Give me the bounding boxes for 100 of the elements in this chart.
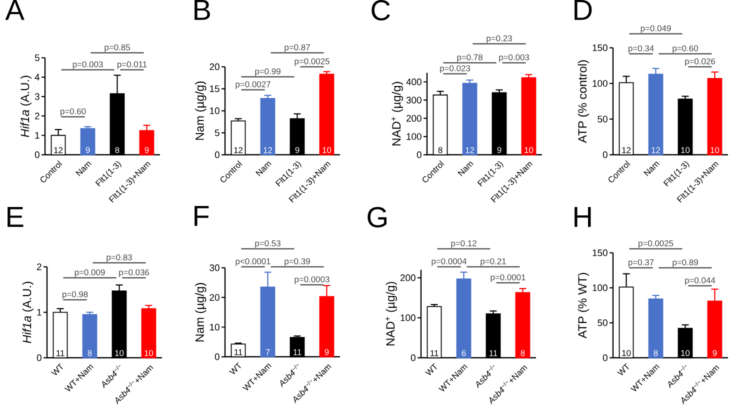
- y-tick-label: 4: [34, 74, 40, 81]
- y-tick-label: 200: [406, 115, 422, 122]
- chart-title: D: [574, 0, 592, 20]
- y-tick-label: 0: [602, 354, 608, 362]
- y-tick-label: 200: [400, 274, 416, 282]
- y-tick-label: 150: [592, 250, 608, 256]
- annotation: p=0.99: [255, 68, 280, 76]
- annotation: p=0.0027: [236, 81, 270, 90]
- bar: [319, 74, 334, 156]
- bar: [260, 98, 276, 156]
- y-tick-label: 100: [406, 133, 422, 140]
- bar: [141, 308, 156, 358]
- annotation: 9: [712, 350, 717, 356]
- text: p=0.83: [106, 254, 132, 262]
- chart-title: E: [8, 207, 24, 227]
- annotation: 8: [115, 147, 120, 154]
- annotation: p=0.044: [685, 277, 716, 286]
- text: p=0.85: [104, 44, 130, 52]
- annotation: 12: [234, 147, 243, 154]
- text: p=0.003: [499, 54, 530, 62]
- y-axis-title: ATP (% WT): [578, 273, 589, 338]
- y-tick-label: 100: [400, 314, 416, 322]
- y-tick-label: 0: [36, 354, 42, 362]
- y-tick-label: 20: [210, 294, 220, 301]
- text: p=0.53: [255, 240, 280, 248]
- annotation: p=0.011: [117, 61, 147, 70]
- annotation: 12: [466, 147, 474, 154]
- annotation: 10: [322, 147, 332, 154]
- y-tick-label: 100: [592, 80, 608, 87]
- annotation: 6: [462, 350, 466, 356]
- bar: [521, 77, 536, 156]
- text: p=0.12: [451, 240, 476, 248]
- annotation: 10: [622, 350, 631, 356]
- annotation: 11: [56, 350, 64, 356]
- annotation: p=0.89: [672, 259, 698, 268]
- y-tick-label: 1: [37, 309, 42, 316]
- y-axis-title: NAD$^{+}$ (µg/g): [386, 282, 397, 346]
- annotation: 8: [520, 350, 525, 356]
- text: p<0.0001: [236, 258, 270, 266]
- y-tick-label: 30: [210, 264, 220, 272]
- y-tick-label: 50: [598, 320, 608, 326]
- annotation: 9: [295, 147, 300, 154]
- y-axis-title: ATP (% control): [578, 60, 589, 144]
- y-tick-label: 5: [34, 54, 40, 62]
- annotation: p=0.036: [119, 269, 150, 278]
- y-tick-label: 2: [35, 112, 40, 120]
- y-tick-label: 2: [37, 264, 42, 270]
- y-tick-label: 150: [592, 44, 608, 52]
- bar: [139, 130, 154, 156]
- y-tick-label: 50: [598, 116, 608, 123]
- annotation: 12: [54, 147, 63, 154]
- y-tick-label: 0: [410, 354, 416, 362]
- text: p=0.21: [480, 258, 506, 266]
- annotation: p=0.34: [628, 45, 654, 54]
- text: p=0.23: [486, 35, 512, 44]
- bar: [515, 292, 530, 358]
- chart-title: F: [194, 206, 209, 226]
- y-tick-label: 3: [34, 93, 40, 100]
- text: p=0.87: [284, 44, 310, 52]
- y-tick-label: 20: [210, 64, 220, 70]
- x-tick-label: WT: [424, 363, 437, 376]
- y-tick-label: 100: [592, 284, 608, 292]
- x-tick-label: WT: [228, 362, 241, 374]
- y-tick-label: 1: [35, 132, 40, 139]
- x-tick-label: WT: [616, 363, 629, 376]
- annotation: p=0.003: [72, 61, 103, 70]
- annotation: 10: [710, 147, 720, 154]
- y-tick-label: 15: [210, 86, 220, 92]
- bar: [82, 314, 98, 358]
- y-axis-title: Nam (µg/g): [195, 283, 206, 342]
- annotation: p=0.009: [74, 269, 105, 278]
- y-axis-title: Hif1a (A.U.): [22, 282, 34, 344]
- y-tick-label: 10: [210, 324, 220, 331]
- annotation: 10: [681, 147, 690, 154]
- y-tick-label: 5: [214, 130, 220, 136]
- y-axis-title: Hif1a (A.U.): [20, 76, 32, 138]
- annotation: p=0.0001: [490, 274, 526, 282]
- text: p=0.39: [284, 258, 310, 266]
- bar: [80, 128, 96, 156]
- y-tick-label: 0: [34, 152, 40, 158]
- chart-title: C: [372, 0, 390, 21]
- text: p=0.0004: [432, 258, 467, 266]
- annotation: 8: [654, 350, 658, 356]
- annotation: 10: [115, 350, 124, 356]
- chart-title: B: [194, 0, 210, 20]
- annotation: 11: [430, 350, 438, 356]
- annotation: 11: [293, 349, 302, 356]
- y-axis-title: NAD$^{+}$ (µg/g): [392, 82, 404, 146]
- annotation: 12: [264, 147, 272, 154]
- text: p=0.0025: [638, 240, 674, 248]
- y-tick-label: 0: [602, 152, 608, 158]
- annotation: p=0.0003: [294, 276, 330, 284]
- annotation: p=0.37: [628, 259, 654, 268]
- bar: [462, 83, 478, 156]
- annotation: 11: [234, 349, 242, 356]
- annotation: p=0.98: [62, 291, 88, 300]
- annotation: 8: [88, 350, 92, 356]
- annotation: 9: [497, 147, 502, 154]
- annotation: 9: [86, 147, 90, 154]
- annotation: p=0.60: [60, 108, 86, 116]
